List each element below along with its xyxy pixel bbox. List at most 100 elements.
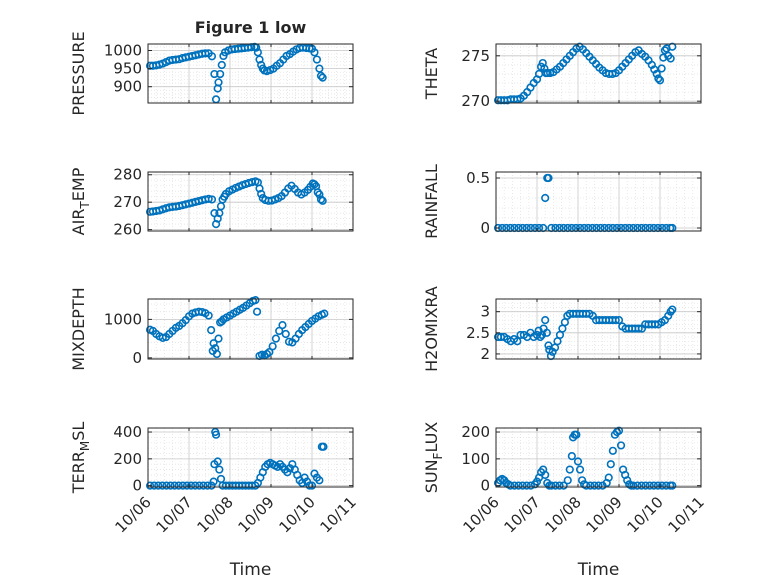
data-point	[207, 326, 216, 335]
data-point	[575, 465, 585, 474]
y-tick-label: 900	[113, 78, 142, 96]
data-point	[203, 481, 212, 490]
axes-frame	[147, 43, 354, 104]
data-point	[586, 481, 595, 490]
data-point	[312, 55, 322, 64]
y-tick-label: 1000	[104, 42, 142, 60]
data-point	[649, 481, 658, 490]
data-point	[316, 195, 326, 204]
data-point	[166, 481, 175, 490]
data-point	[213, 457, 222, 466]
data-point	[666, 54, 675, 63]
y-axis-label-rest: SL	[69, 422, 88, 441]
data-point	[514, 481, 523, 490]
subplot-rainfall: 0 0.5 RAINFALL	[422, 164, 702, 239]
y-axis-label-main: RAINFALL	[422, 164, 441, 239]
data-point	[310, 48, 319, 57]
data-point	[653, 481, 663, 490]
subplot-mixdepth: 0 1000 MIXDEPTH	[69, 287, 354, 371]
data-point	[611, 316, 620, 325]
data-point	[606, 460, 615, 469]
axes-frame	[147, 298, 354, 360]
data-point	[217, 60, 226, 70]
data-point	[305, 481, 314, 490]
y-axis-label-main: H2OMIXRA	[422, 286, 441, 372]
data-point	[215, 465, 224, 474]
y-tick-label: 0.5	[466, 169, 490, 187]
data-point	[204, 311, 213, 320]
axes-frame	[147, 171, 354, 232]
y-axis-label: H2OMIXRA	[422, 286, 441, 372]
data-point	[252, 307, 262, 316]
y-axis-label: PRESSURE	[69, 31, 88, 115]
axes-frame	[495, 171, 702, 232]
data-point	[207, 481, 216, 490]
data-point	[186, 481, 196, 490]
y-axis-label-subscript: T	[78, 201, 92, 210]
data-point	[541, 193, 550, 203]
y-tick-label: 3	[480, 303, 490, 321]
data-point	[275, 326, 284, 336]
data-point	[281, 329, 290, 339]
data-point	[659, 53, 668, 62]
data-point	[204, 194, 213, 203]
axes-background	[496, 172, 701, 231]
data-point	[655, 76, 665, 85]
data-point	[207, 52, 217, 61]
data-point	[265, 347, 274, 357]
y-axis-label-main: AIR	[69, 209, 88, 236]
data-point	[657, 64, 666, 73]
y-axis-label: RAINFALL	[422, 164, 441, 239]
axes-background	[496, 428, 701, 487]
data-point	[518, 481, 527, 490]
y-tick-label: 2	[480, 345, 490, 363]
data-point	[182, 481, 192, 490]
data-point	[316, 71, 326, 80]
data-point	[634, 324, 643, 333]
data-point	[513, 337, 522, 346]
y-tick-label: 0	[480, 219, 490, 237]
data-point	[582, 481, 591, 490]
y-axis-label: THETA	[422, 48, 441, 100]
data-point	[211, 430, 221, 439]
data-point	[145, 481, 155, 490]
y-tick-label: 1000	[104, 310, 142, 328]
data-point	[248, 178, 257, 187]
data-point	[319, 442, 328, 451]
data-point	[216, 69, 225, 79]
plot-title: Figure 1 low	[195, 18, 307, 37]
data-point	[563, 476, 572, 485]
data-point	[207, 195, 217, 204]
data-point	[315, 64, 324, 73]
data-point	[307, 481, 317, 490]
data-point	[318, 73, 327, 82]
data-point	[195, 481, 204, 490]
y-tick-label: 100	[461, 450, 490, 468]
data-point	[541, 316, 550, 325]
data-point	[652, 69, 661, 79]
data-point	[614, 426, 624, 435]
data-point	[559, 481, 568, 490]
data-point	[608, 446, 617, 455]
data-point	[577, 476, 587, 485]
data-point	[284, 337, 294, 346]
data-point	[209, 477, 218, 486]
data-point	[310, 180, 319, 189]
data-point	[629, 481, 638, 490]
data-point	[178, 481, 187, 490]
y-tick-label: 280	[113, 166, 142, 184]
data-point	[541, 470, 550, 480]
data-point	[253, 48, 262, 57]
y-tick-label: 270	[113, 193, 142, 211]
data-point	[217, 317, 226, 326]
y-tick-label: 200	[461, 423, 490, 441]
y-axis-label-main: TERR	[69, 451, 88, 494]
data-point	[210, 69, 219, 79]
x-axis-label: Time	[577, 560, 620, 580]
axes-frame	[495, 43, 702, 104]
data-point	[174, 481, 183, 490]
data-point	[315, 476, 324, 485]
data-point	[158, 481, 167, 490]
data-point	[162, 481, 171, 490]
